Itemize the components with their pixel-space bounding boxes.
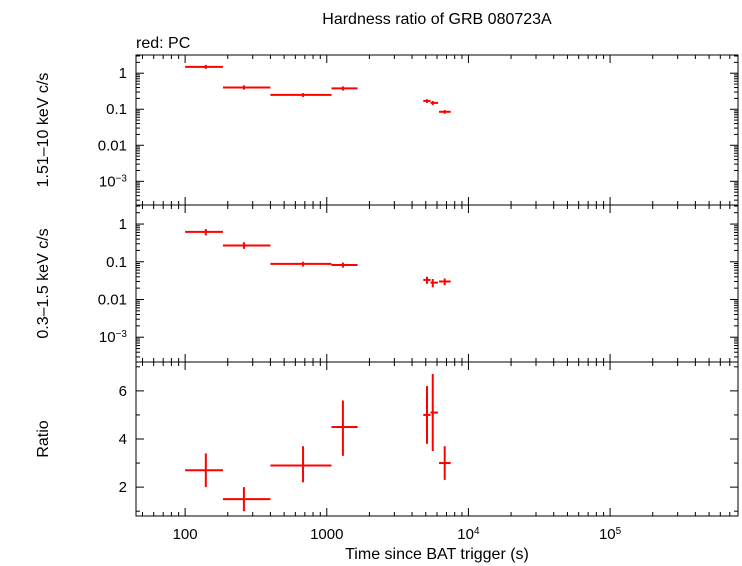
data-point [430, 374, 439, 452]
y-axis-label-hard: 1.51–10 keV c/s [35, 73, 52, 188]
panel-soft: 1 0.1 0.01 10−3 0.3–1.5 keV c/s [35, 204, 739, 363]
y-tick-label: 10−3 [99, 329, 128, 347]
data-point [331, 400, 358, 456]
data-point [222, 85, 271, 90]
data-point [439, 446, 451, 480]
legend-label: red: PC [136, 35, 190, 52]
y-tick-label: 0.1 [106, 254, 127, 271]
data-point [222, 487, 271, 512]
data-point [270, 93, 332, 97]
x-tick-label: 1000 [310, 526, 343, 543]
data-point [270, 261, 332, 267]
y-tick-label: 6 [119, 383, 127, 400]
panel-ratio: 2 4 6 Ratio 100 1000 104 105 [35, 361, 739, 544]
y-tick-label: 0.01 [98, 291, 127, 308]
y-tick-label-exponent: −3 [116, 329, 128, 340]
data-point [185, 64, 223, 69]
chart-title: Hardness ratio of GRB 080723A [322, 11, 552, 28]
y-tick-label: 1 [119, 65, 127, 82]
data-point [331, 86, 358, 91]
y-tick-label: 10−3 [99, 173, 128, 191]
x-tick-label: 105 [599, 526, 622, 544]
data-point [439, 278, 451, 286]
x-tick-label-exponent: 5 [616, 526, 622, 537]
data-point [430, 100, 439, 106]
data-point [439, 110, 451, 114]
y-tick-label: 0.1 [106, 101, 127, 118]
chart-panels: 1 0.1 0.01 10−3 1.51–10 keV c/s 1 0.1 0.01 10−3 0… [35, 54, 739, 544]
data-point [222, 242, 271, 249]
y-tick-label-exponent: −3 [116, 173, 128, 184]
y-axis-label-soft: 0.3–1.5 keV c/s [35, 228, 52, 338]
x-tick-label: 104 [457, 526, 480, 544]
x-axis-label: Time since BAT trigger (s) [345, 546, 529, 563]
panel-frame-ratio [135, 361, 739, 517]
data-point [430, 278, 439, 288]
y-tick-label: 4 [119, 431, 127, 448]
y-tick-label: 1 [119, 216, 127, 233]
data-point [270, 446, 332, 483]
x-tick-label-exponent: 4 [474, 526, 480, 537]
panel-frame-hard [135, 54, 739, 206]
data-point [423, 99, 431, 103]
data-point [331, 262, 358, 268]
panel-hard: 1 0.1 0.01 10−3 1.51–10 keV c/s [35, 54, 739, 206]
data-point [185, 453, 223, 488]
y-axis-label-ratio: Ratio [35, 420, 52, 457]
data-point [423, 276, 431, 284]
y-tick-label: 2 [119, 479, 127, 496]
data-point [423, 386, 431, 444]
data-point [185, 228, 223, 236]
y-tick-label: 0.01 [98, 137, 127, 154]
x-tick-label: 100 [173, 526, 198, 543]
